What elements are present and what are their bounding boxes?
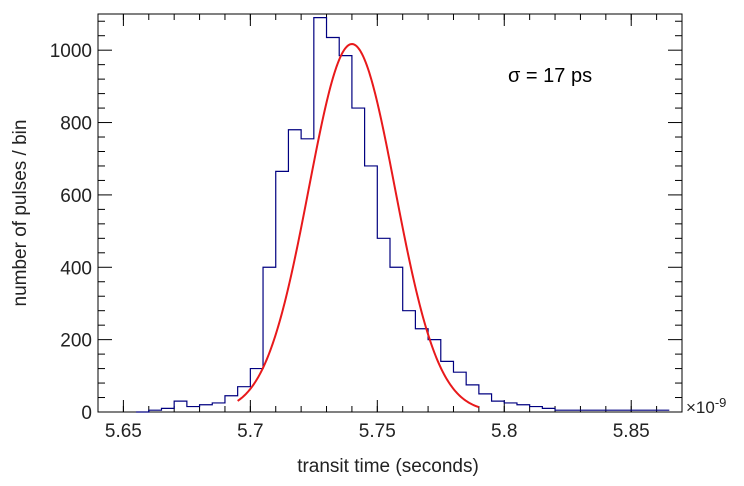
x-tick-label: 5.7 [237, 421, 263, 442]
x-tick-label: 5.75 [359, 421, 396, 442]
fit-series [237, 43, 480, 409]
x-tick-label: 5.85 [613, 421, 650, 442]
x-multiplier-base: ×10 [686, 398, 715, 417]
x-multiplier-exponent: -9 [715, 395, 727, 410]
y-tick-label: 400 [60, 258, 92, 279]
gaussian-fit-curve [237, 43, 480, 409]
histogram-series [136, 17, 670, 413]
x-axis-title: transit time (seconds) [297, 456, 479, 477]
histogram-outline [136, 17, 670, 413]
y-tick-label: 800 [60, 114, 92, 135]
y-tick-label: 0 [81, 403, 92, 424]
y-tick-labels: 0 200 400 600 800 1000 [50, 41, 92, 424]
y-tick-label: 600 [60, 186, 92, 207]
axis-ticks [97, 14, 683, 413]
y-axis-title: number of pulses / bin [10, 120, 31, 307]
y-tick-label: 1000 [50, 41, 92, 62]
plot-frame [97, 13, 683, 413]
x-tick-labels: 5.65 5.7 5.75 5.8 5.85 [105, 421, 650, 442]
x-tick-label: 5.8 [491, 421, 517, 442]
sigma-annotation: σ = 17 ps [508, 65, 592, 87]
x-multiplier-label: ×10-9 [686, 395, 726, 417]
y-tick-label: 200 [60, 331, 92, 352]
x-tick-label: 5.65 [105, 421, 142, 442]
